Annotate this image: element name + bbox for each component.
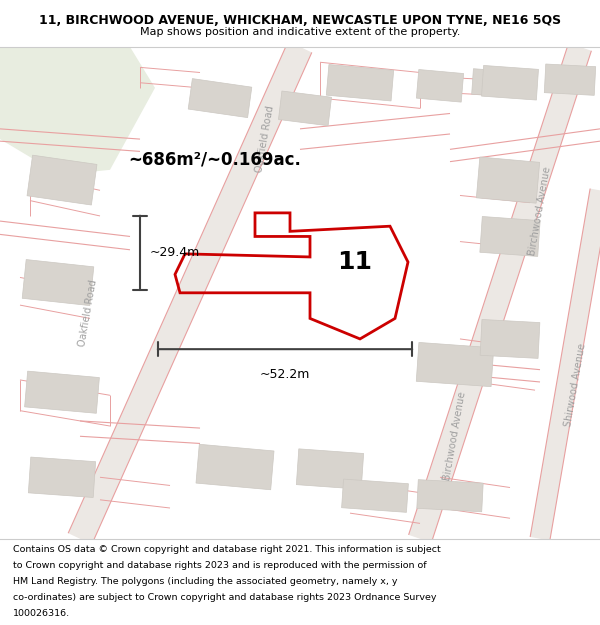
Polygon shape: [417, 479, 483, 512]
Polygon shape: [22, 259, 94, 306]
Text: Birchwood Avenue: Birchwood Avenue: [527, 166, 553, 256]
Polygon shape: [27, 155, 97, 205]
Polygon shape: [416, 69, 464, 102]
Text: Oakfield Road: Oakfield Road: [77, 279, 99, 348]
Polygon shape: [480, 216, 540, 256]
Polygon shape: [68, 41, 312, 544]
Text: to Crown copyright and database rights 2023 and is reproduced with the permissio: to Crown copyright and database rights 2…: [13, 561, 427, 570]
Text: Shirwood Avenue: Shirwood Avenue: [563, 342, 587, 428]
Polygon shape: [0, 47, 155, 175]
Text: 11: 11: [337, 250, 373, 274]
Polygon shape: [278, 91, 332, 126]
Polygon shape: [476, 157, 539, 203]
Text: Oakfield Road: Oakfield Road: [254, 105, 276, 173]
Polygon shape: [326, 64, 394, 101]
Text: 100026316.: 100026316.: [13, 609, 70, 618]
Polygon shape: [25, 371, 100, 413]
Polygon shape: [482, 66, 538, 100]
Polygon shape: [409, 43, 592, 542]
Polygon shape: [296, 449, 364, 489]
Polygon shape: [28, 457, 95, 498]
Text: ~29.4m: ~29.4m: [150, 246, 200, 259]
Polygon shape: [472, 69, 508, 97]
Text: HM Land Registry. The polygons (including the associated geometry, namely x, y: HM Land Registry. The polygons (includin…: [13, 577, 398, 586]
Text: Birchwood Avenue: Birchwood Avenue: [442, 391, 468, 481]
Text: ~52.2m: ~52.2m: [260, 368, 310, 381]
Polygon shape: [544, 64, 596, 96]
Text: 11, BIRCHWOOD AVENUE, WHICKHAM, NEWCASTLE UPON TYNE, NE16 5QS: 11, BIRCHWOOD AVENUE, WHICKHAM, NEWCASTL…: [39, 14, 561, 27]
Text: ~686m²/~0.169ac.: ~686m²/~0.169ac.: [128, 151, 301, 169]
Polygon shape: [480, 319, 540, 358]
Text: Map shows position and indicative extent of the property.: Map shows position and indicative extent…: [140, 26, 460, 36]
Text: Contains OS data © Crown copyright and database right 2021. This information is : Contains OS data © Crown copyright and d…: [13, 545, 441, 554]
Text: co-ordinates) are subject to Crown copyright and database rights 2023 Ordnance S: co-ordinates) are subject to Crown copyr…: [13, 592, 437, 602]
Polygon shape: [530, 189, 600, 541]
Polygon shape: [196, 444, 274, 490]
Polygon shape: [188, 79, 252, 118]
Polygon shape: [416, 342, 494, 387]
Polygon shape: [341, 479, 409, 512]
